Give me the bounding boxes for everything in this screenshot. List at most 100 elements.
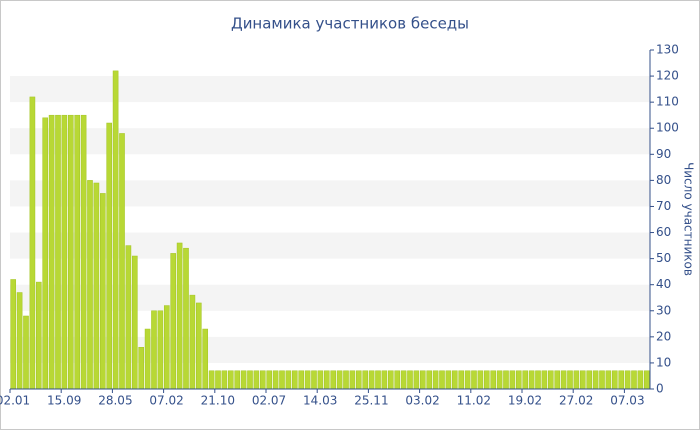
- bar: [586, 370, 593, 390]
- bar: [400, 370, 407, 390]
- bar: [336, 370, 343, 390]
- bar: [131, 255, 138, 390]
- grid-band: [10, 180, 650, 207]
- bar: [413, 370, 420, 390]
- bar: [541, 370, 548, 390]
- x-tick-label: 15.09: [47, 394, 81, 408]
- bar: [618, 370, 625, 390]
- bar: [573, 370, 580, 390]
- bar: [375, 370, 381, 390]
- x-tick-label: 11.02: [457, 394, 491, 408]
- bar: [157, 310, 164, 390]
- bar: [285, 370, 292, 390]
- bar: [528, 370, 535, 390]
- y-tick-label: 70: [656, 199, 671, 213]
- x-tick-label: 14.03: [303, 394, 337, 408]
- bar: [496, 370, 503, 390]
- bar: [170, 253, 177, 390]
- bar: [451, 370, 458, 390]
- bar: [599, 370, 605, 390]
- bar: [605, 370, 612, 390]
- bar: [163, 305, 170, 390]
- bar: [240, 370, 247, 390]
- y-tick-label: 20: [656, 329, 671, 343]
- bar: [247, 370, 253, 390]
- bar: [464, 370, 471, 390]
- bar: [202, 328, 209, 390]
- bar: [125, 245, 132, 390]
- bar: [215, 370, 221, 390]
- bar: [42, 117, 49, 390]
- bar: [432, 370, 439, 390]
- bar: [67, 114, 74, 390]
- bar: [93, 182, 100, 390]
- bar: [253, 370, 260, 390]
- y-tick-label: 40: [656, 277, 671, 291]
- x-tick-label: 28.05: [98, 394, 132, 408]
- bar: [547, 370, 554, 390]
- bar: [176, 242, 183, 390]
- x-tick-label: 27.02: [559, 394, 593, 408]
- bar: [426, 370, 433, 390]
- bar: [29, 96, 36, 390]
- bar: [266, 370, 273, 390]
- bar: [112, 70, 119, 390]
- bar: [317, 370, 324, 390]
- grid-band: [10, 128, 650, 155]
- bar: [119, 133, 125, 390]
- bar: [23, 315, 29, 390]
- y-tick-label: 0: [656, 382, 664, 396]
- bar: [106, 122, 113, 390]
- bar: [554, 370, 561, 390]
- bar: [48, 114, 55, 390]
- bar: [208, 370, 215, 390]
- bar: [515, 370, 522, 390]
- bar: [189, 294, 196, 390]
- x-tick-label: 02.01: [0, 394, 30, 408]
- bar: [311, 370, 317, 390]
- x-tick-label: 25.11: [354, 394, 388, 408]
- bar: [394, 370, 401, 390]
- bar: [80, 114, 87, 390]
- bar: [611, 370, 618, 390]
- y-tick-label: 30: [656, 303, 671, 317]
- bar: [381, 370, 388, 390]
- chart-title: Динамика участников беседы: [231, 15, 469, 33]
- bar: [471, 370, 477, 390]
- bar: [567, 370, 573, 390]
- y-tick-label: 80: [656, 173, 671, 187]
- bar: [355, 370, 362, 390]
- bar: [55, 114, 61, 390]
- x-tick-label: 03.02: [405, 394, 439, 408]
- y-tick-label: 100: [656, 121, 679, 135]
- bar: [99, 193, 106, 390]
- grid-band: [10, 336, 650, 363]
- bar: [35, 281, 42, 390]
- bar: [227, 370, 234, 390]
- bar: [343, 370, 349, 390]
- bar: [349, 370, 356, 390]
- bar: [10, 279, 17, 390]
- bar: [631, 370, 637, 390]
- bar: [330, 370, 337, 390]
- x-tick-label: 02.07: [252, 394, 286, 408]
- grid-band: [10, 76, 650, 103]
- x-tick-label: 07.02: [149, 394, 183, 408]
- y-tick-label: 90: [656, 147, 671, 161]
- bar: [483, 370, 490, 390]
- bar: [368, 370, 375, 390]
- bar: [138, 347, 145, 390]
- bar: [579, 370, 586, 390]
- bar: [195, 302, 202, 390]
- bar: [362, 370, 369, 390]
- y-tick-label: 10: [656, 355, 671, 369]
- bar: [458, 370, 465, 390]
- bar: [298, 370, 305, 390]
- bar: [592, 370, 599, 390]
- bar: [560, 370, 567, 390]
- grid-band: [10, 232, 650, 259]
- bar: [323, 370, 330, 390]
- bar: [87, 180, 93, 390]
- bar: [279, 370, 285, 390]
- y-tick-label: 60: [656, 225, 671, 239]
